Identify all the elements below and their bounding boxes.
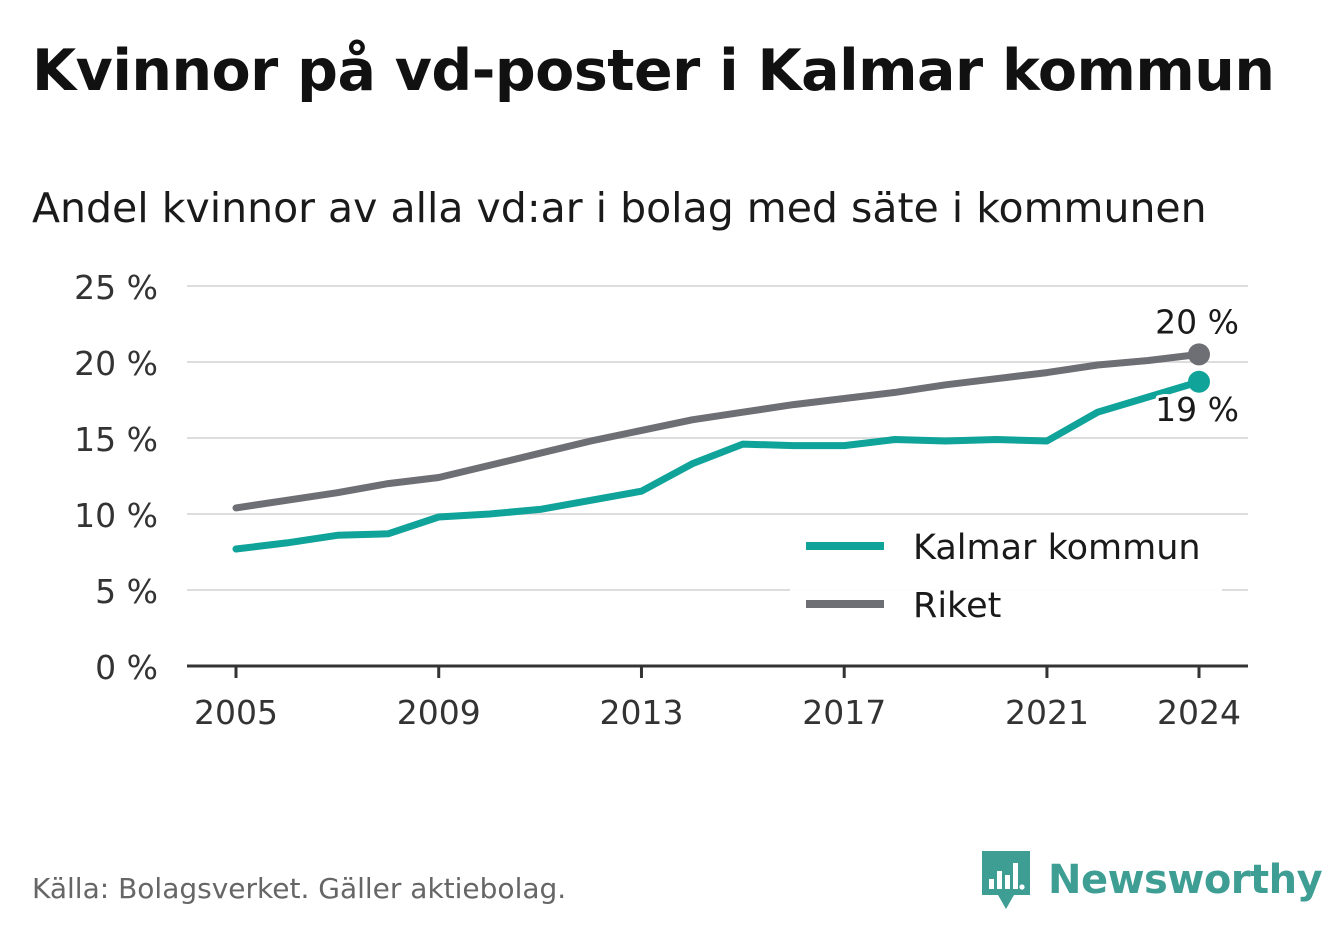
brand: Newsworthy: [980, 848, 1322, 912]
y-tick-label: 25 %: [74, 268, 158, 307]
legend-label-kalmar: Kalmar kommun: [913, 528, 1201, 568]
end-label-kalmar: 19 %: [1155, 390, 1239, 429]
source-note: Källa: Bolagsverket. Gäller aktiebolag.: [32, 872, 567, 905]
legend-label-riket: Riket: [913, 586, 1001, 626]
end-point-riket: [1188, 343, 1210, 366]
series-line-riket: [232, 350, 1203, 512]
y-tick-label: 5 %: [95, 572, 158, 611]
x-tick-label: 2024: [1157, 693, 1241, 732]
end-point-kalmar: [1188, 370, 1210, 393]
newsworthy-logo-icon: [982, 851, 1030, 909]
chart-subtitle: Andel kvinnor av alla vd:ar i bolag med …: [32, 184, 1207, 232]
x-tick-label: 2017: [802, 693, 886, 732]
y-tick-label: 15 %: [74, 420, 158, 459]
y-tick-label: 0 %: [95, 648, 158, 687]
y-tick-label: 20 %: [74, 344, 158, 383]
end-label-riket: 20 %: [1155, 302, 1239, 341]
y-tick-label: 10 %: [74, 496, 158, 535]
x-tick-label: 2013: [599, 693, 683, 732]
legend-box: [790, 515, 1222, 627]
chart-title: Kvinnor på vd-poster i Kalmar kommun: [32, 38, 1275, 104]
x-tick-label: 2021: [1005, 693, 1089, 732]
series-line-kalmar: [232, 378, 1203, 553]
brand-name: Newsworthy: [1048, 857, 1322, 903]
x-tick-label: 2009: [397, 693, 481, 732]
x-tick-label: 2005: [194, 693, 278, 732]
